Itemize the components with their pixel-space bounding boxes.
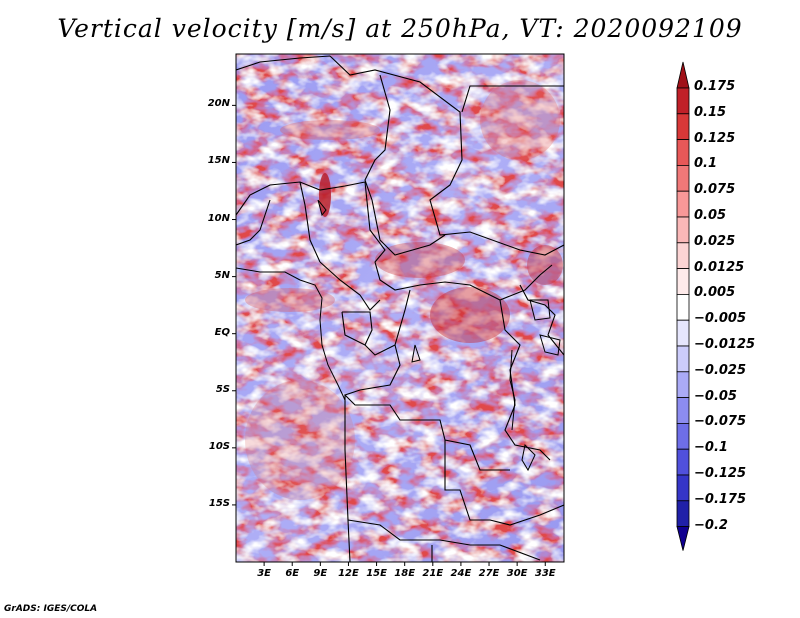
colorbar-label: 0.0125 [694, 259, 745, 275]
updraft-cluster [375, 242, 465, 278]
updraft-cluster [280, 120, 380, 140]
lat-tick-label: 10N [207, 212, 230, 224]
updraft-cluster [430, 287, 510, 343]
updraft-cluster [245, 380, 355, 500]
colorbar-segment [676, 474, 690, 502]
lon-tick-label: 18E [394, 568, 416, 579]
colorbar-segment [676, 345, 690, 373]
lon-tick-label: 24E [450, 568, 472, 579]
lon-tick-label: 9E [313, 568, 328, 579]
colorbar-label: 0.075 [694, 182, 736, 198]
lon-tick-label: 21E [422, 568, 444, 579]
colorbar-segment [676, 139, 690, 166]
lat-tick-label: 15N [207, 155, 230, 167]
lat-tick-label: 5S [215, 383, 230, 395]
colorbar-label: 0.025 [694, 233, 736, 249]
colorbar-label: −0.2 [694, 517, 728, 533]
colorbar-label: 0.175 [694, 79, 736, 94]
colorbar-label: −0.005 [694, 311, 747, 327]
updraft-cluster [480, 80, 560, 160]
velocity-field [236, 54, 564, 562]
colorbar-segment [676, 371, 690, 398]
updraft-cluster [319, 173, 331, 217]
chart-title: Vertical velocity [m/s] at 250hPa, VT: 2… [57, 14, 743, 43]
country-borders [236, 55, 564, 562]
lat-tick-label: 15S [208, 497, 230, 509]
colorbar-segment [676, 319, 690, 347]
colorbar-segment [676, 164, 690, 192]
colorbar [676, 61, 690, 551]
colorbar-segment [676, 190, 690, 218]
colorbar-segment [676, 242, 690, 270]
lon-tick-label: 3E [257, 568, 271, 579]
colorbar-segment [676, 216, 690, 244]
colorbar-segment [676, 397, 690, 424]
map-frame [235, 53, 565, 563]
colorbar-segment [676, 500, 690, 527]
lon-tick-label: 30E [506, 568, 528, 579]
footer-credit: GrADS: IGES/COLA [4, 604, 98, 614]
colorbar-segment [676, 293, 690, 321]
colorbar-label: 0.005 [694, 285, 736, 301]
colorbar-label: −0.1 [694, 440, 728, 456]
colorbar-segment [676, 87, 690, 115]
colorbar-label: −0.025 [694, 362, 747, 378]
lat-tick-label: 10S [208, 440, 230, 452]
lat-tick-label: 20N [207, 98, 230, 110]
colorbar-label: −0.175 [694, 491, 747, 507]
colorbar-label: −0.125 [694, 466, 747, 481]
lon-tick-label: 27E [478, 568, 500, 579]
colorbar-segment [676, 448, 690, 476]
axis-ticks [232, 104, 546, 566]
lon-tick-label: 12E [338, 568, 359, 579]
colorbar-segment [676, 268, 690, 295]
updraft-cluster [527, 245, 563, 285]
colorbar-label: −0.075 [694, 414, 747, 430]
colorbar-overflow-bottom [676, 526, 690, 551]
colorbar-label: 0.125 [694, 130, 736, 146]
colorbar-segment [676, 113, 690, 141]
lon-tick-label: 33E [534, 568, 556, 579]
colorbar-segment [676, 422, 690, 450]
lon-tick-label: 15E [366, 568, 387, 579]
colorbar-label: 0.15 [694, 104, 727, 120]
lon-tick-label: 6E [285, 568, 300, 579]
updraft-cluster [245, 288, 335, 312]
lat-tick-label: EQ [214, 326, 230, 338]
coastlines [236, 199, 561, 472]
colorbar-label: 0.05 [694, 208, 727, 223]
colorbar-label: −0.0125 [694, 337, 756, 352]
lat-tick-label: 5N [214, 269, 230, 281]
colorbar-overflow-top [676, 61, 690, 89]
colorbar-label: −0.05 [694, 388, 737, 404]
colorbar-label: 0.1 [694, 156, 718, 172]
